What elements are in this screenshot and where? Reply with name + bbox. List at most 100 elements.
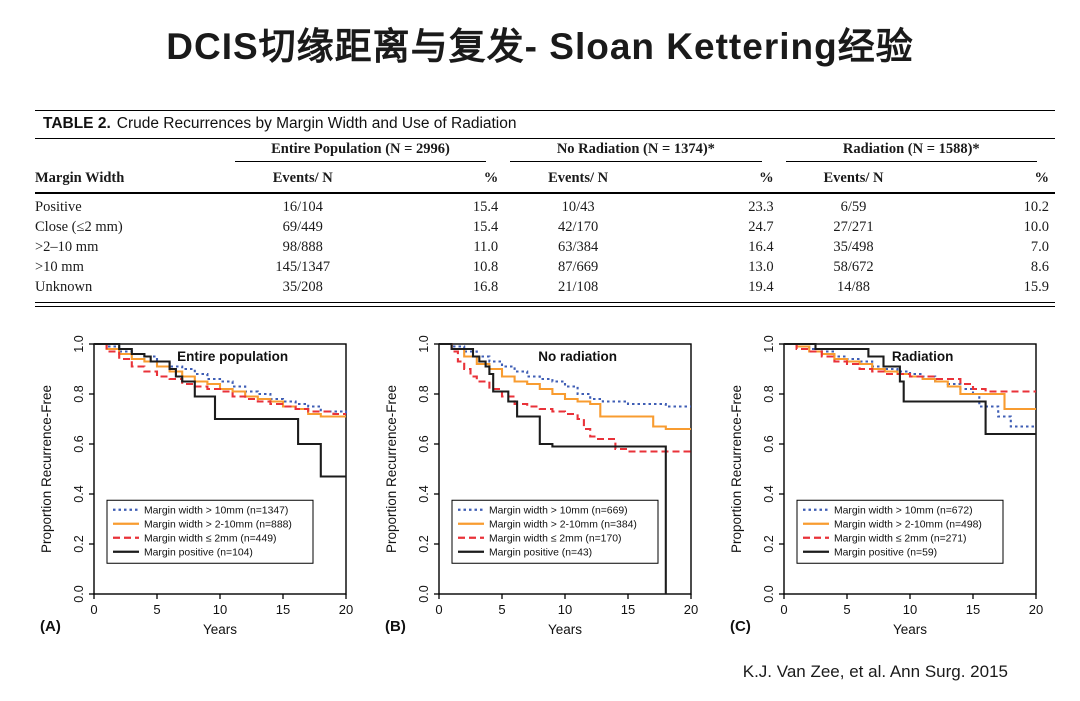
legend-label: Margin width > 10mm (n=1347) [144,505,288,516]
events-cell: 6/59 [840,199,867,215]
events-cell: 63/384 [557,239,599,255]
table-2: Entire Population (N = 2996) No Radiation… [35,139,1055,298]
chart-entire-population: 0 5 10 15 20 0.0 0.2 0.4 0.6 0.8 1.0 Years Proportio… [38,334,376,640]
y-tick-label: 1.0 [72,335,86,352]
legend-label: Margin positive (n=59) [834,547,937,558]
y-tick-label: 0.2 [417,535,431,552]
y-tick-label: 0.0 [417,585,431,602]
group-header-spacer [35,139,229,164]
percent-cell: 11.0 [473,239,499,255]
sub-header-row: Margin Width Events/ N% Events/ N% Events/… [35,164,1055,194]
legend-label: Margin width ≤ 2mm (n=449) [144,533,276,544]
percent-cell: 13.0 [748,259,774,275]
percent-cell: 16.4 [748,239,774,255]
panel-label: (A) [40,618,61,635]
table-row: Close (≤2 mm) 69/449 15.4 42/170 24.7 27/271 1… [35,218,1055,238]
legend-label: Margin width > 10mm (n=669) [489,505,628,516]
y-tick-label: 0.0 [72,585,86,602]
table-caption-label: TABLE 2. [43,115,111,132]
page-title: DCIS切缘距离与复发- Sloan Kettering经验 [166,26,914,67]
events-cell: 27/271 [833,219,874,235]
panel-label: (C) [730,618,751,635]
table-row: >2–10 mm 98/888 11.0 63/384 16.4 35/498 7.0 [35,238,1055,258]
events-cell: 42/170 [557,219,599,235]
margin-width-cell: >10 mm [35,259,84,275]
table-sub-header: Events/ N [228,164,377,194]
y-tick-label: 0.4 [762,485,776,502]
x-tick-label: 5 [843,602,850,617]
table-sub-header: % [652,164,780,194]
events-cell: 58/672 [833,259,874,275]
events-cell: 145/1347 [275,259,331,275]
table-group-header: No Radiation (N = 1374)* [504,139,779,164]
plot-title: No radiation [538,349,617,364]
table-row: >10 mm 145/1347 10.8 87/669 13.0 58/672 8.6 [35,258,1055,278]
table-top-rule [35,110,1055,111]
legend-label: Margin width > 10mm (n=672) [834,505,973,516]
y-tick-label: 0.8 [762,385,776,402]
table-group-header: Radiation (N = 1588)* [780,139,1055,164]
y-axis-label: Proportion Recurrence-Free [729,385,744,553]
y-tick-label: 0.0 [762,585,776,602]
x-tick-label: 15 [276,602,290,617]
percent-cell: 8.6 [1030,259,1049,275]
events-cell: 69/449 [282,219,323,235]
table-sub-header: Events/ N [504,164,653,194]
x-tick-label: 10 [558,602,572,617]
km-charts-row: 0 5 10 15 20 0.0 0.2 0.4 0.6 0.8 1.0 Years Proportio… [38,334,1066,640]
table-sub-header: % [376,164,505,194]
km-plot-radiation: 0 5 10 15 20 0.0 0.2 0.4 0.6 0.8 1.0 Years Proportio… [729,335,1043,637]
legend-label: Margin width > 2-10mm (n=384) [489,519,637,530]
group-header-row: Entire Population (N = 2996) No Radiation… [35,139,1055,164]
km-plot-no-radiation: 0 5 10 15 20 0.0 0.2 0.4 0.6 0.8 1.0 Years Proportio… [384,335,698,637]
percent-cell: 23.3 [748,199,774,215]
events-cell: 35/208 [282,279,323,295]
table-caption-text: Crude Recurrences by Margin Width and Us… [116,115,517,132]
margin-width-cell: Positive [35,199,82,215]
events-cell: 98/888 [282,239,323,255]
table-caption: TABLE 2. Crude Recurrences by Margin Widt… [35,111,1055,139]
table-bottom-rule [35,301,1055,307]
y-tick-label: 0.4 [72,485,86,502]
x-tick-label: 15 [966,602,980,617]
chart-radiation: 0 5 10 15 20 0.0 0.2 0.4 0.6 0.8 1.0 Years Proportio… [728,334,1066,640]
plot-title: Radiation [892,349,954,364]
y-tick-label: 0.2 [72,535,86,552]
legend-label: Margin width > 2-10mm (n=888) [144,519,292,530]
y-tick-label: 0.6 [72,435,86,452]
percent-cell: 15.9 [1023,279,1049,295]
x-tick-label: 15 [621,602,635,617]
x-tick-label: 0 [780,602,787,617]
percent-cell: 7.0 [1030,239,1049,255]
x-tick-label: 20 [339,602,353,617]
x-tick-label: 5 [153,602,160,617]
legend-label: Margin positive (n=104) [144,547,253,558]
events-cell: 87/669 [557,259,599,275]
series-curve [94,342,346,416]
x-tick-label: 10 [213,602,227,617]
percent-cell: 19.4 [748,279,774,295]
table-body: Positive 16/104 15.4 10/43 23.3 6/59 10.2 Close… [35,193,1055,298]
km-plot-entire-population: 0 5 10 15 20 0.0 0.2 0.4 0.6 0.8 1.0 Years Proportio… [39,335,353,637]
y-axis-label: Proportion Recurrence-Free [384,385,399,553]
chart-no-radiation: 0 5 10 15 20 0.0 0.2 0.4 0.6 0.8 1.0 Years Proportio… [383,334,721,640]
events-cell: 14/88 [837,279,871,295]
x-tick-label: 10 [903,602,917,617]
y-tick-label: 0.2 [762,535,776,552]
percent-cell: 15.4 [472,219,499,235]
citation: K.J. Van Zee, et al. Ann Surg. 2015 [742,662,1008,681]
events-cell: 10/43 [561,199,595,215]
events-cell: 35/498 [833,239,874,255]
percent-cell: 10.8 [472,259,499,275]
legend-box [451,499,659,564]
y-tick-label: 1.0 [762,335,776,352]
percent-cell: 24.7 [748,219,774,235]
margin-width-cell: >2–10 mm [35,239,99,255]
table-row: Unknown 35/208 16.8 21/108 19.4 14/88 15.9 [35,278,1055,298]
x-tick-label: 0 [435,602,442,617]
table-group-header: Entire Population (N = 2996) [229,139,504,164]
y-axis-label: Proportion Recurrence-Free [39,385,54,553]
x-axis-label: Years [893,622,927,637]
events-cell: 21/108 [557,279,599,295]
